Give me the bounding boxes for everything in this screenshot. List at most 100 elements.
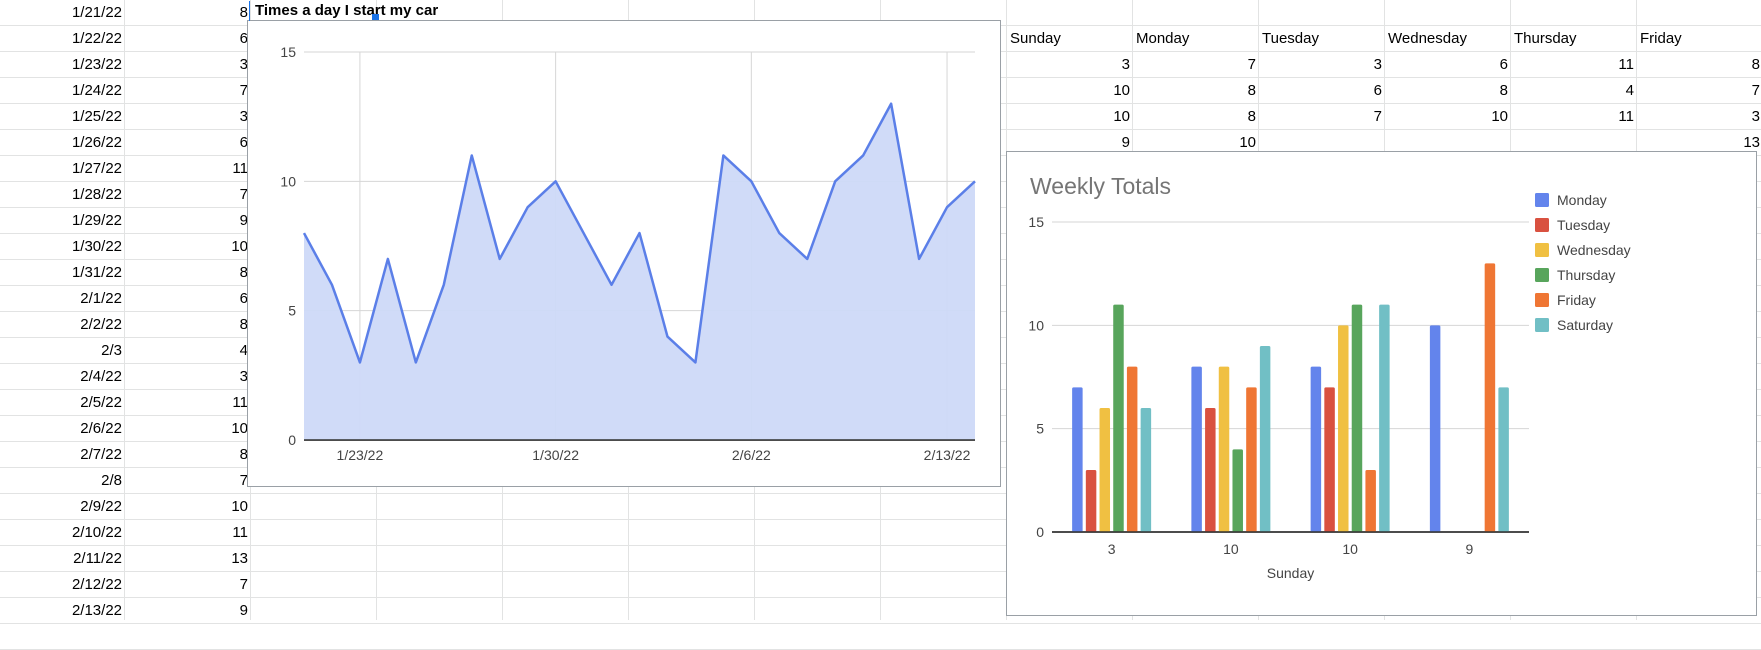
count-cell[interactable]: 3 [239, 108, 248, 125]
count-cell[interactable]: 10 [231, 420, 248, 437]
count-cell[interactable]: 6 [239, 134, 248, 151]
weekday-header-cell[interactable]: Thursday [1514, 30, 1577, 47]
bar-thursday[interactable] [1113, 304, 1124, 532]
date-cell[interactable]: 1/27/22 [71, 160, 122, 177]
bar-tuesday[interactable] [1085, 470, 1097, 532]
count-cell[interactable]: 3 [239, 56, 248, 73]
date-cell[interactable]: 2/3 [101, 342, 122, 359]
weekday-value-cell[interactable]: 11 [1618, 56, 1634, 73]
weekday-value-cell[interactable]: 8 [1499, 82, 1508, 99]
legend-label[interactable]: Monday [1557, 192, 1607, 208]
date-cell[interactable]: 2/9/22 [80, 498, 122, 515]
bar-friday[interactable] [1365, 470, 1376, 532]
weekday-value-cell[interactable]: 11 [1618, 108, 1634, 125]
count-cell[interactable]: 13 [231, 550, 248, 567]
weekday-header-cell[interactable]: Friday [1640, 30, 1682, 47]
legend-label[interactable]: Saturday [1557, 317, 1613, 333]
weekday-value-cell[interactable]: 10 [1239, 134, 1256, 151]
bar-monday[interactable] [1310, 366, 1322, 532]
date-cell[interactable]: 1/28/22 [71, 186, 122, 203]
title-handle[interactable] [372, 14, 379, 20]
date-cell[interactable]: 2/12/22 [71, 576, 122, 593]
bar-wednesday[interactable] [1099, 408, 1111, 532]
weekday-value-cell[interactable]: 10 [1113, 82, 1130, 99]
weekday-header-cell[interactable]: Monday [1136, 30, 1190, 47]
bar-saturday[interactable] [1140, 408, 1152, 532]
date-cell[interactable]: 2/8 [101, 472, 122, 489]
legend-label[interactable]: Thursday [1557, 267, 1615, 283]
bar-monday[interactable] [1429, 325, 1441, 532]
bar-thursday[interactable] [1351, 304, 1363, 532]
date-cell[interactable]: 1/25/22 [71, 108, 122, 125]
date-cell[interactable]: 2/1/22 [80, 290, 122, 307]
weekday-value-cell[interactable]: 8 [1247, 82, 1256, 99]
count-cell[interactable]: 4 [239, 342, 248, 359]
weekday-value-cell[interactable]: 4 [1625, 82, 1634, 99]
date-cell[interactable]: 1/21/22 [71, 4, 122, 21]
count-cell[interactable]: 9 [239, 212, 248, 229]
bar-saturday[interactable] [1498, 387, 1509, 532]
legend-label[interactable]: Wednesday [1557, 242, 1631, 258]
weekday-header-cell[interactable]: Tuesday [1262, 30, 1319, 47]
count-cell[interactable]: 8 [239, 4, 248, 21]
weekday-value-cell[interactable]: 3 [1373, 56, 1382, 73]
weekday-value-cell[interactable]: 8 [1751, 56, 1760, 73]
bar-friday[interactable] [1246, 387, 1257, 532]
legend-label[interactable]: Tuesday [1557, 217, 1610, 233]
count-cell[interactable]: 8 [239, 446, 248, 463]
weekday-value-cell[interactable]: 7 [1373, 108, 1382, 125]
count-cell[interactable]: 7 [239, 472, 248, 489]
count-cell[interactable]: 9 [239, 602, 248, 619]
count-cell[interactable]: 8 [239, 264, 248, 281]
weekday-value-cell[interactable]: 13 [1743, 134, 1760, 151]
weekday-value-cell[interactable]: 8 [1247, 108, 1256, 125]
bar-monday[interactable] [1191, 366, 1202, 532]
bar-thursday[interactable] [1232, 449, 1243, 532]
date-cell[interactable]: 2/4/22 [80, 368, 122, 385]
bar-wednesday[interactable] [1218, 366, 1230, 532]
date-cell[interactable]: 2/2/22 [80, 316, 122, 333]
count-cell[interactable]: 11 [232, 160, 248, 177]
date-cell[interactable]: 1/30/22 [71, 238, 122, 255]
count-cell[interactable]: 8 [239, 316, 248, 333]
count-cell[interactable]: 10 [231, 238, 248, 255]
weekday-value-cell[interactable]: 6 [1373, 82, 1382, 99]
date-cell[interactable]: 1/23/22 [71, 56, 122, 73]
date-cell[interactable]: 1/22/22 [71, 30, 122, 47]
count-cell[interactable]: 10 [231, 498, 248, 515]
weekday-value-cell[interactable]: 7 [1751, 82, 1760, 99]
weekday-header-cell[interactable]: Wednesday [1388, 30, 1467, 47]
weekday-value-cell[interactable]: 9 [1121, 134, 1130, 151]
bar-friday[interactable] [1484, 263, 1496, 532]
weekday-value-cell[interactable]: 10 [1113, 108, 1130, 125]
date-cell[interactable]: 2/10/22 [71, 524, 122, 541]
bar-tuesday[interactable] [1324, 387, 1335, 532]
bar-wednesday[interactable] [1338, 325, 1349, 532]
bar-monday[interactable] [1072, 387, 1083, 532]
date-cell[interactable]: 2/5/22 [80, 394, 122, 411]
weekday-value-cell[interactable]: 3 [1121, 56, 1130, 73]
count-cell[interactable]: 11 [232, 394, 248, 411]
bar-saturday[interactable] [1379, 304, 1390, 532]
count-cell[interactable]: 7 [239, 82, 248, 99]
weekday-value-cell[interactable]: 3 [1751, 108, 1760, 125]
weekday-value-cell[interactable]: 10 [1491, 108, 1508, 125]
date-cell[interactable]: 1/26/22 [71, 134, 122, 151]
date-cell[interactable]: 1/31/22 [71, 264, 122, 281]
date-cell[interactable]: 1/24/22 [71, 82, 122, 99]
date-cell[interactable]: 2/11/22 [73, 550, 122, 567]
bar-saturday[interactable] [1259, 346, 1271, 532]
weekday-value-cell[interactable]: 6 [1499, 56, 1508, 73]
date-cell[interactable]: 1/29/22 [71, 212, 122, 229]
count-cell[interactable]: 11 [232, 524, 248, 541]
bar-friday[interactable] [1126, 366, 1138, 532]
count-cell[interactable]: 6 [239, 30, 248, 47]
date-cell[interactable]: 2/7/22 [80, 446, 122, 463]
legend-label[interactable]: Friday [1557, 292, 1596, 308]
count-cell[interactable]: 7 [239, 186, 248, 203]
weekday-header-cell[interactable]: Sunday [1010, 30, 1061, 47]
date-cell[interactable]: 2/6/22 [80, 420, 122, 437]
count-cell[interactable]: 6 [239, 290, 248, 307]
date-cell[interactable]: 2/13/22 [71, 602, 122, 619]
bar-tuesday[interactable] [1205, 408, 1216, 532]
